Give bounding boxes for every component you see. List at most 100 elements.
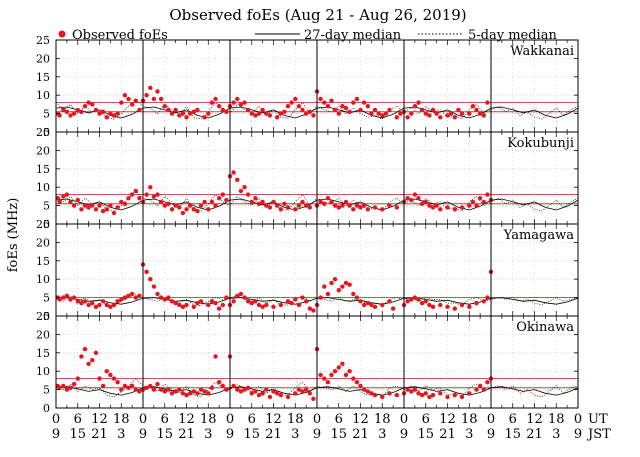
- observed-point: [133, 188, 138, 194]
- x-tick-label-jst: 15: [243, 427, 260, 442]
- observed-point: [158, 387, 164, 392]
- x-tick-label-ut: 18: [113, 412, 130, 427]
- observed-point: [148, 277, 153, 282]
- observed-point: [293, 297, 298, 302]
- y-tick-label: 0: [43, 218, 50, 231]
- observed-point: [144, 192, 149, 197]
- panel-okinawa: 0 5 10 15 20 25 Okinawa: [36, 310, 579, 415]
- observed-point: [115, 299, 120, 304]
- observed-point: [177, 302, 182, 308]
- chart-title: Observed foEs (Aug 21 - Aug 26, 2019): [169, 6, 466, 24]
- observed-point: [187, 203, 193, 208]
- observed-point: [380, 113, 385, 118]
- observed-point: [158, 96, 164, 102]
- observed-point: [75, 107, 81, 113]
- observed-point: [398, 111, 403, 116]
- observed-point: [372, 392, 378, 398]
- observed-point: [129, 291, 135, 297]
- observed-point: [206, 391, 211, 396]
- observed-point: [343, 105, 349, 111]
- observed-point: [256, 201, 262, 206]
- observed-point: [285, 104, 291, 109]
- observed-point: [61, 295, 66, 300]
- observed-point: [238, 102, 244, 107]
- observed-point: [347, 109, 352, 115]
- observed-point: [61, 194, 66, 199]
- y-tick-label: 5: [43, 384, 50, 397]
- observed-point: [387, 203, 392, 208]
- observed-point: [405, 387, 410, 392]
- observed-point: [427, 203, 432, 208]
- observed-point: [126, 96, 131, 102]
- observed-point: [459, 205, 465, 210]
- observed-point: [224, 387, 229, 392]
- observed-point: [151, 194, 157, 199]
- observed-point: [162, 104, 167, 109]
- observed-point: [354, 203, 360, 208]
- observed-point: [260, 199, 265, 205]
- observed-point: [209, 199, 215, 205]
- x-tick-label-jst: 15: [330, 427, 347, 442]
- x-tick-label-ut: 6: [74, 412, 82, 427]
- observed-point: [427, 302, 432, 308]
- observed-point: [260, 107, 265, 113]
- observed-point: [173, 389, 178, 394]
- observed-point: [351, 207, 356, 212]
- observed-point: [296, 302, 302, 308]
- observed-point: [318, 96, 323, 102]
- observed-point: [93, 107, 99, 113]
- observed-point: [97, 302, 102, 308]
- x-tick-label-jst: 21: [352, 427, 369, 442]
- observed-point: [383, 111, 389, 116]
- observed-point: [129, 102, 135, 107]
- observed-point: [445, 113, 450, 118]
- x-tick-label-ut: 18: [461, 412, 478, 427]
- observed-point: [343, 199, 349, 205]
- observed-point: [365, 300, 370, 306]
- y-tick-label: 25: [36, 34, 50, 47]
- observed-point: [144, 385, 149, 390]
- observed-point: [271, 199, 276, 205]
- observed-point: [485, 295, 490, 300]
- x-tick-label-jst: 15: [69, 427, 86, 442]
- observed-point: [423, 111, 428, 116]
- observed-point: [97, 111, 102, 116]
- observed-point: [82, 299, 88, 304]
- observed-point: [71, 295, 77, 300]
- observed-point: [419, 392, 425, 398]
- observed-point: [79, 207, 84, 212]
- observed-point: [405, 115, 410, 120]
- observed-point: [409, 297, 414, 302]
- observed-point: [307, 109, 312, 115]
- observed-point: [177, 205, 182, 210]
- observed-point: [198, 387, 204, 392]
- observed-point: [173, 300, 178, 306]
- observed-point: [75, 376, 81, 381]
- observed-point: [104, 207, 110, 212]
- observed-point: [126, 293, 131, 298]
- observed-point: [452, 115, 457, 120]
- observed-point: [126, 196, 131, 201]
- observed-point: [202, 115, 207, 120]
- observed-point: [409, 197, 414, 203]
- observed-point: [419, 107, 425, 113]
- observed-point: [213, 354, 218, 359]
- x-tick-label-jst: 3: [465, 427, 473, 442]
- observed-point: [332, 369, 338, 374]
- observed-point: [249, 111, 254, 116]
- observed-point: [412, 387, 418, 392]
- observed-point: [405, 299, 410, 304]
- observed-point: [361, 100, 367, 105]
- observed-point: [64, 387, 70, 392]
- observed-point: [166, 201, 171, 206]
- observed-point: [303, 299, 309, 304]
- observed-point: [191, 109, 196, 115]
- observed-point: [260, 304, 265, 309]
- x-tick-label-jst: 21: [265, 427, 282, 442]
- observed-point: [202, 199, 207, 205]
- x-tick-label-jst: 21: [178, 427, 195, 442]
- observed-point: [307, 391, 312, 396]
- x-tick-label-ut: 18: [287, 412, 304, 427]
- observed-point: [347, 282, 352, 287]
- y-tick-label: 25: [36, 126, 50, 139]
